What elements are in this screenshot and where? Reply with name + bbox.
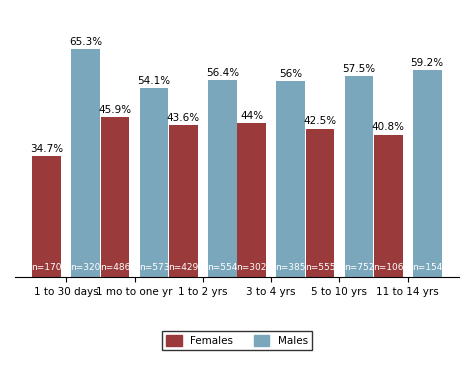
Text: 34.7%: 34.7%: [30, 144, 64, 154]
Bar: [276, 82, 305, 277]
Text: 44%: 44%: [240, 111, 263, 121]
Text: n=302: n=302: [237, 263, 267, 272]
Text: 56.4%: 56.4%: [206, 68, 239, 78]
Text: 43.6%: 43.6%: [167, 113, 200, 123]
Text: n=154: n=154: [412, 263, 442, 272]
Bar: [32, 156, 61, 277]
Text: 42.5%: 42.5%: [303, 116, 337, 126]
Text: 56%: 56%: [279, 69, 302, 79]
Bar: [306, 129, 334, 277]
Text: 54.1%: 54.1%: [137, 76, 171, 86]
Text: n=320: n=320: [71, 263, 101, 272]
Bar: [345, 76, 373, 277]
Text: n=555: n=555: [305, 263, 335, 272]
Bar: [72, 49, 100, 277]
Bar: [208, 80, 237, 277]
Legend: Females, Males: Females, Males: [162, 331, 312, 350]
Text: n=385: n=385: [275, 263, 306, 272]
Text: n=554: n=554: [207, 263, 237, 272]
Text: n=752: n=752: [344, 263, 374, 272]
Text: 40.8%: 40.8%: [372, 123, 405, 133]
Text: n=573: n=573: [139, 263, 169, 272]
Text: 57.5%: 57.5%: [342, 64, 375, 74]
Text: n=106: n=106: [373, 263, 403, 272]
Bar: [413, 70, 442, 277]
Text: 65.3%: 65.3%: [69, 37, 102, 47]
Bar: [237, 123, 266, 277]
Text: 45.9%: 45.9%: [99, 105, 132, 115]
Bar: [140, 88, 168, 277]
Bar: [169, 125, 198, 277]
Bar: [101, 117, 129, 277]
Bar: [374, 134, 402, 277]
Text: n=429: n=429: [168, 263, 199, 272]
Text: 59.2%: 59.2%: [410, 58, 444, 68]
Text: n=486: n=486: [100, 263, 130, 272]
Text: n=170: n=170: [31, 263, 62, 272]
